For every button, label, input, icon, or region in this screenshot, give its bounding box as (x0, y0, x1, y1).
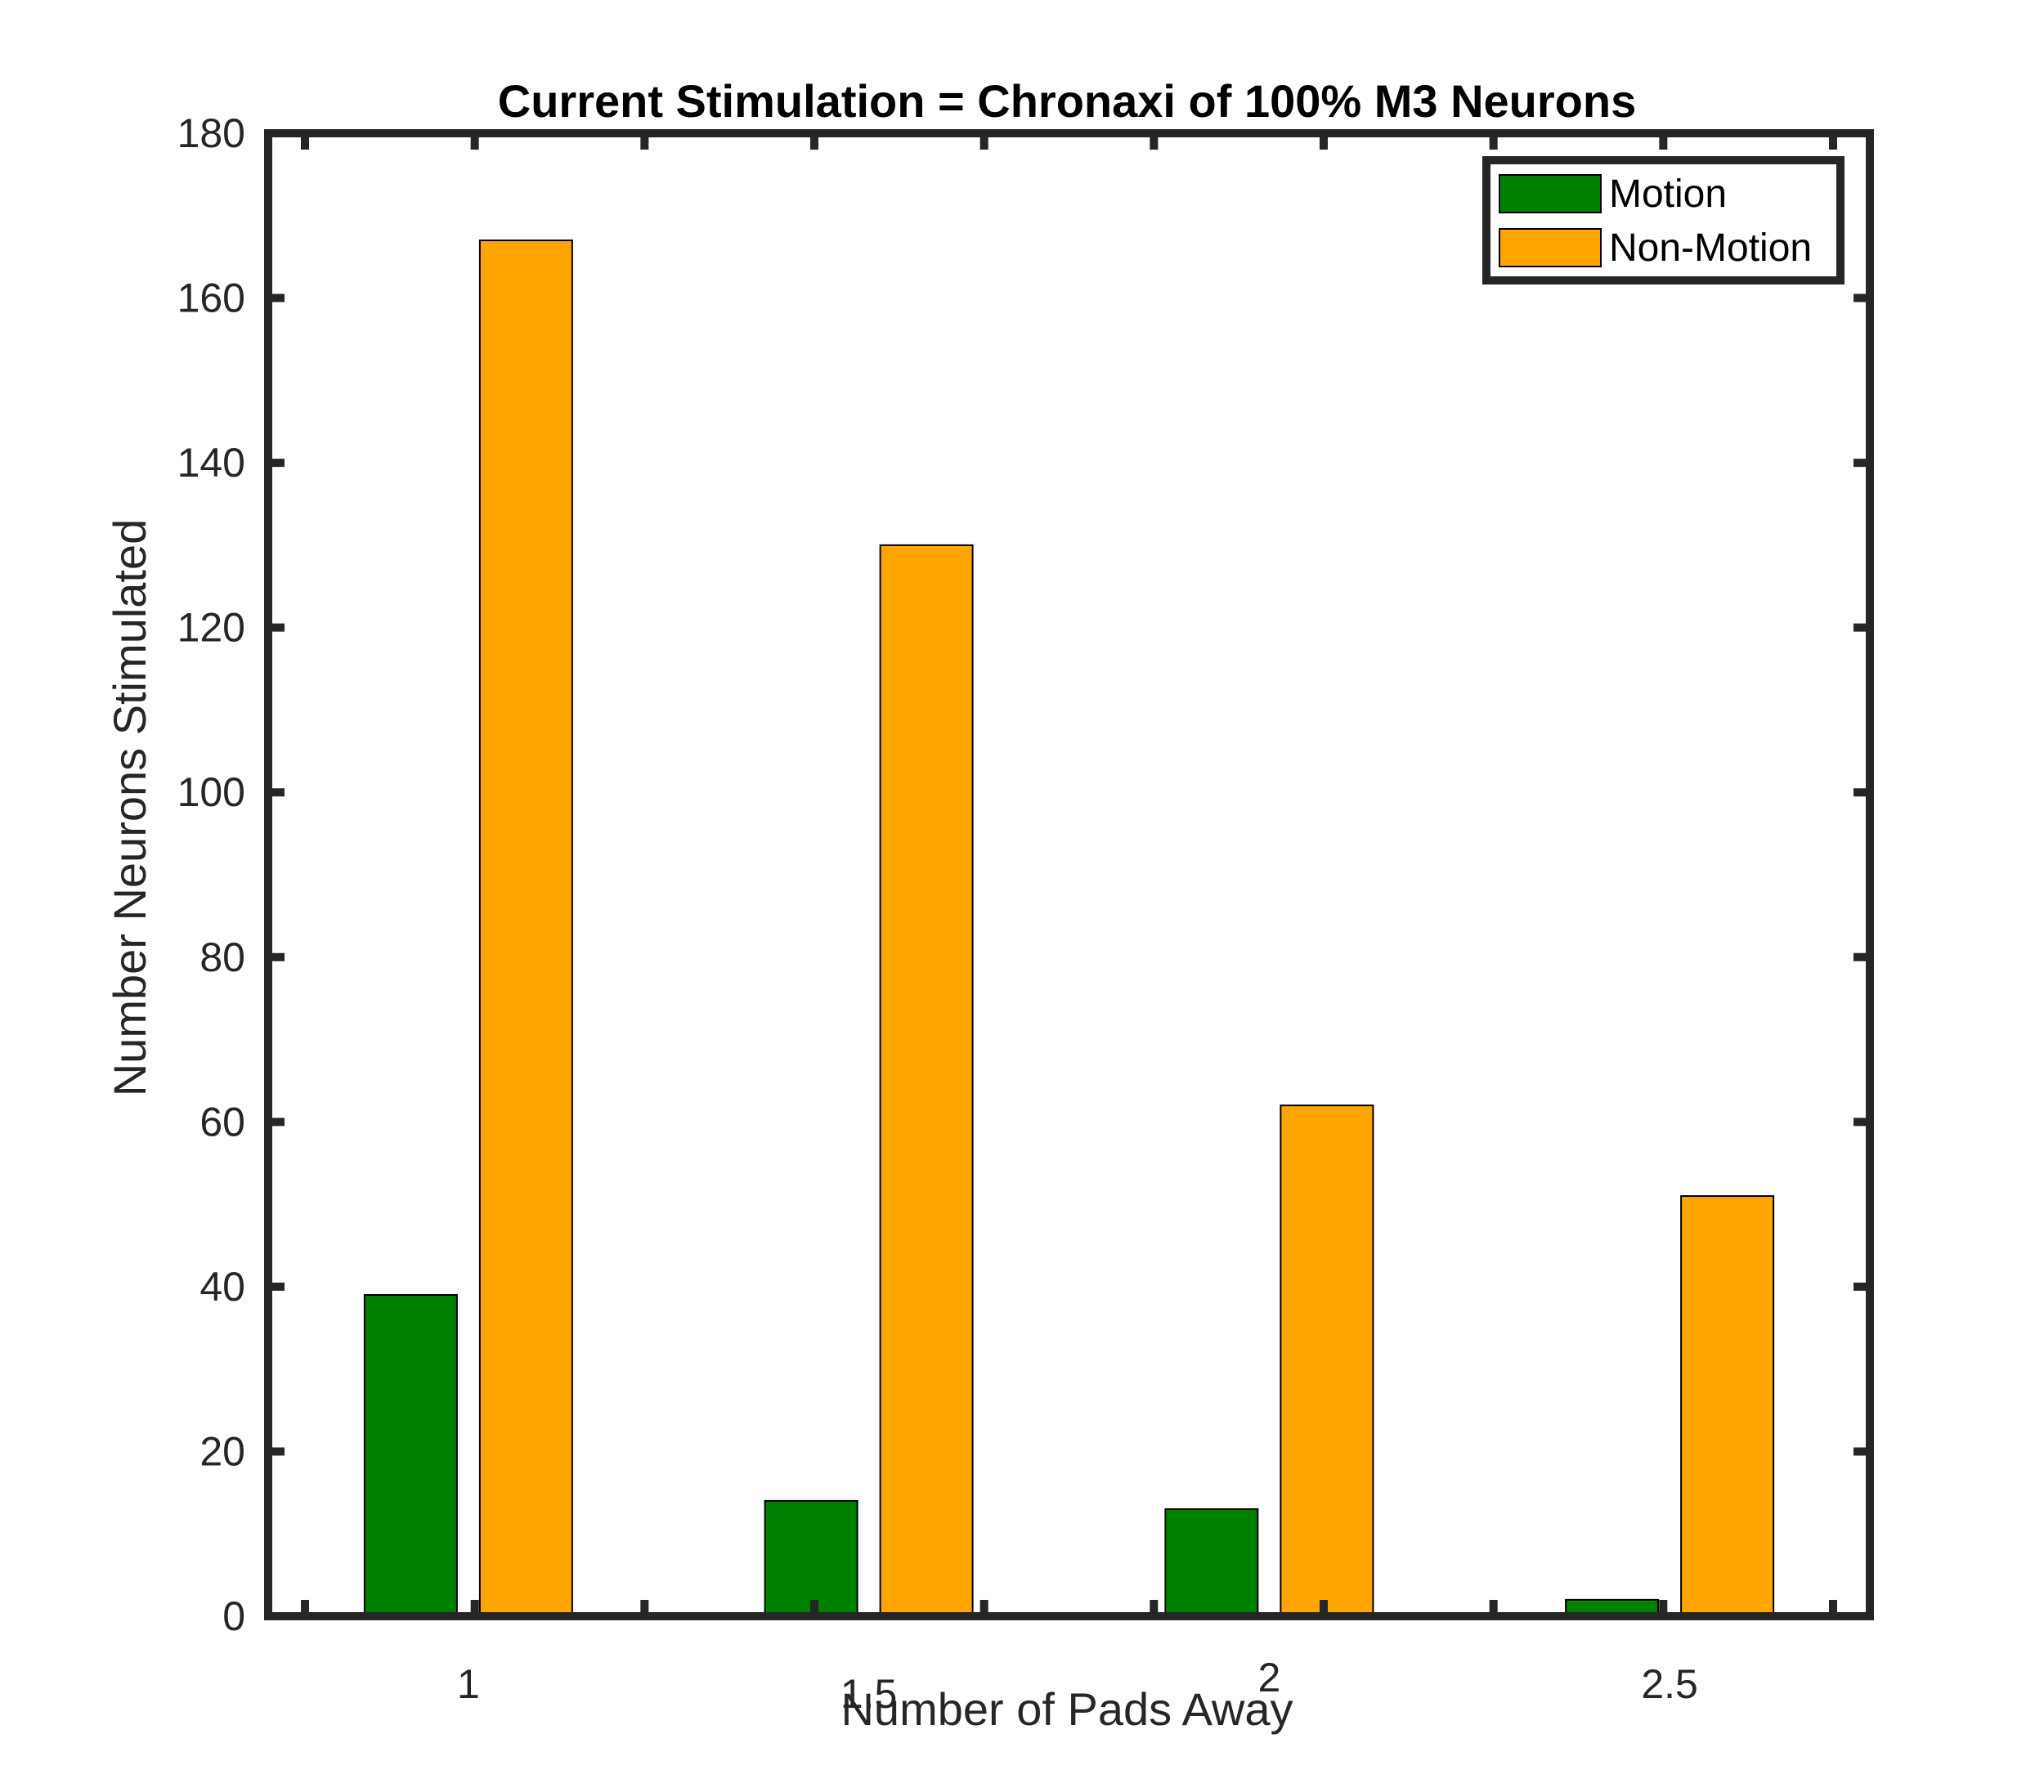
y-tick-label: 140 (177, 440, 245, 486)
x-tick-label: 2.5 (1641, 1661, 1698, 1707)
y-tick-label: 120 (177, 605, 245, 651)
bar-non-motion-3 (1280, 1104, 1374, 1617)
bar-motion-3 (1164, 1508, 1259, 1617)
y-tick-label: 60 (199, 1099, 245, 1145)
legend-swatch-non-motion (1499, 228, 1602, 267)
y-tick-label: 180 (177, 110, 245, 156)
bar-non-motion-2 (879, 544, 974, 1617)
legend-label-motion: Motion (1609, 172, 1727, 216)
y-axis-label: Number Neurons Stimulated (104, 519, 155, 1097)
y-tick-label: 0 (222, 1593, 245, 1639)
y-tick-label: 160 (177, 276, 245, 321)
legend-label-non-motion: Non-Motion (1609, 226, 1812, 270)
y-tick-label: 40 (199, 1264, 245, 1310)
plot-area: 0 20 40 60 80 100 120 140 160 180 1 1.5 2 2.5 (177, 110, 1874, 1717)
x-tick-label: 1 (457, 1661, 480, 1707)
bar-non-motion-4 (1680, 1195, 1775, 1617)
x-axis-label: Number of Pads Away (840, 1683, 1293, 1735)
y-tick-label: 20 (199, 1428, 245, 1474)
x-tick-label: 1.5 (840, 1671, 898, 1717)
y-tick-label: 80 (199, 934, 245, 980)
chart-title: Current Stimulation = Chronaxi of 100% M… (498, 75, 1636, 127)
legend: Motion Non-Motion (1482, 156, 1845, 284)
legend-swatch-motion (1499, 174, 1602, 213)
x-tick-label: 2 (1257, 1655, 1280, 1700)
y-tick-label: 100 (177, 769, 245, 815)
bar-motion-1 (363, 1293, 458, 1617)
axes-box (264, 129, 1874, 1620)
bar-motion-2 (764, 1499, 858, 1618)
bar-non-motion-1 (478, 240, 573, 1617)
